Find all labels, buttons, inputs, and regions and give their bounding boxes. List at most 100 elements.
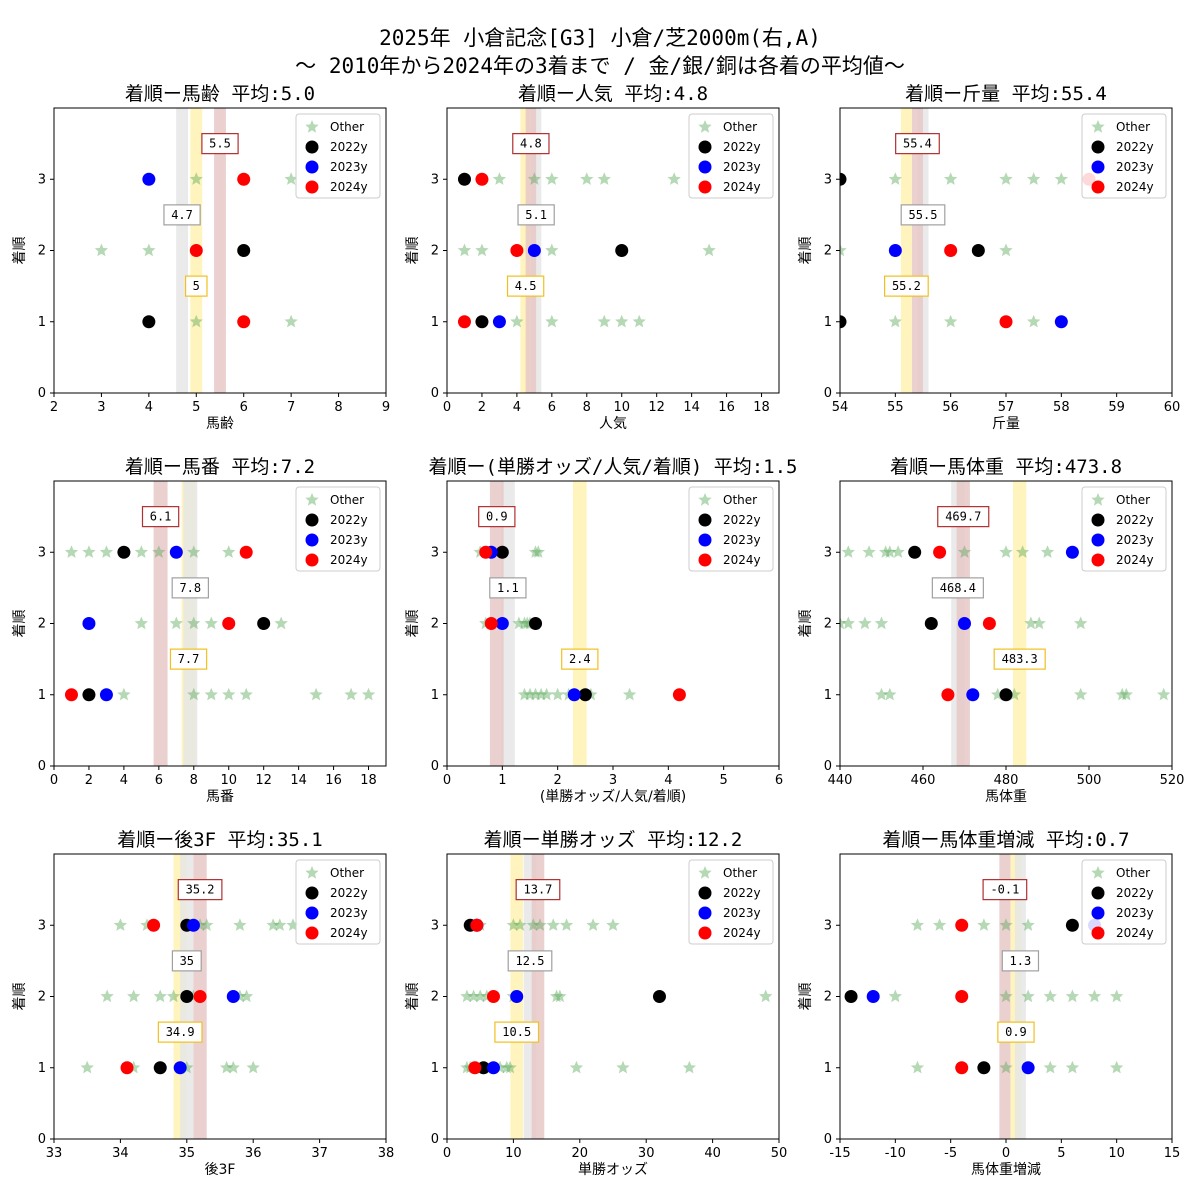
x-axis-label: (単勝オッズ/人気/着順) [540,789,686,805]
other-star [1021,918,1035,931]
mean-box-bronze [982,879,1028,901]
other-star [999,545,1013,558]
y-tick-label: 3 [38,172,46,187]
other-star [361,687,376,701]
other-star [615,314,629,328]
x-tick-label: 4 [120,773,128,788]
point-2024y [457,315,471,329]
legend-label: 2024y [1116,553,1154,567]
mean-band-gold [900,108,912,393]
other-star [193,918,207,931]
panel-title: 着順ー単勝オッズ 平均:12.2 [484,829,743,851]
other-star [239,989,254,1003]
other-star [910,918,925,931]
point-2022y [971,244,985,257]
point-2022y [840,315,847,329]
mean-box-gold [157,1021,203,1043]
x-axis-label: 斤量 [992,416,1020,432]
other-star [246,1060,260,1074]
other-star [534,687,548,701]
x-axis-label: 人気 [599,416,627,432]
other-star [226,1060,240,1074]
point-2024y [955,918,969,932]
x-tick-label: 6 [775,773,783,788]
plot-area [844,854,1124,1139]
point-2024y [468,1061,482,1075]
point-2022y [652,990,666,1003]
mean-box-gold [494,1021,540,1043]
mean-box-bronze [515,879,561,901]
legend-label: Other [1116,866,1150,880]
y-tick-label: 1 [431,315,439,330]
other-star [204,687,218,701]
x-tick-label: 10 [505,1146,522,1161]
plot-area [460,854,773,1139]
mean-box-bronze [177,879,223,901]
point-2024y [470,918,484,932]
other-star [100,989,114,1003]
point-2023y [486,1061,500,1075]
y-tick-label: 2 [38,244,46,259]
legend-label: 2024y [330,180,368,194]
x-tick-label: 38 [378,1146,395,1161]
y-tick-label: 0 [431,759,439,774]
x-tick-label: 8 [190,773,198,788]
x-tick-label: 59 [1108,400,1125,415]
other-star [759,989,773,1003]
point-2024y [189,244,203,257]
point-2024y [933,545,947,559]
other-star [667,172,681,185]
mean-box-gold [184,275,208,297]
mean-band-bronze [531,854,545,1139]
point-2023y [527,244,541,257]
other-star [546,918,560,931]
legend-label: 2023y [1116,906,1154,920]
panel-title: 着順ー人気 平均:4.8 [518,83,708,105]
other-star [888,989,902,1003]
legend-label: 2024y [723,180,761,194]
other-star [222,687,236,701]
x-tick-label: 37 [311,1146,328,1161]
other-star [526,918,540,931]
point-2023y [173,1061,187,1075]
x-tick-label: 3 [97,400,105,415]
other-star [999,172,1013,185]
point-2024y [475,172,489,186]
other-star [510,314,524,328]
point-2022y [615,244,629,257]
legend-marker-other [1091,866,1105,879]
panel-6: 着順ー馬体重 平均:473.8 483.3 468.4 469.7 440 460 480 5… [798,456,1184,805]
other-star [273,918,287,931]
mean-box-silver [171,950,202,972]
point-2022y [840,172,847,186]
other-star [1115,687,1129,701]
y-tick-label: 3 [824,918,832,933]
legend-box [688,113,774,199]
other-star [999,918,1013,931]
plot-area [473,481,686,766]
point-2024y [955,1061,969,1075]
other-star [559,918,574,931]
panel-title: 着順ー馬番 平均:7.2 [125,456,315,478]
mean-box-bronze [478,506,516,528]
other-star [466,989,481,1003]
x-tick-label: 56 [942,400,959,415]
point-2022y [257,617,271,630]
other-star [569,1060,584,1074]
mean-box-silver [163,204,201,226]
x-tick-label: 33 [46,1146,63,1161]
other-star [266,918,280,931]
legend-label: 2022y [330,886,368,900]
other-star [1074,687,1088,701]
legend-marker-2023y [698,160,712,174]
x-tick-label: 50 [771,1146,788,1161]
y-axis-label: 着順 [798,610,814,638]
legend-marker-2022y [698,513,712,527]
mean-label-gold: 34.9 [166,1025,195,1039]
x-tick-label: 2 [554,773,562,788]
legend-label: 2022y [1116,886,1154,900]
other-star [999,1060,1013,1074]
mean-box-gold [997,1021,1035,1043]
point-2024y [222,617,236,630]
x-tick-label: 0 [443,400,451,415]
